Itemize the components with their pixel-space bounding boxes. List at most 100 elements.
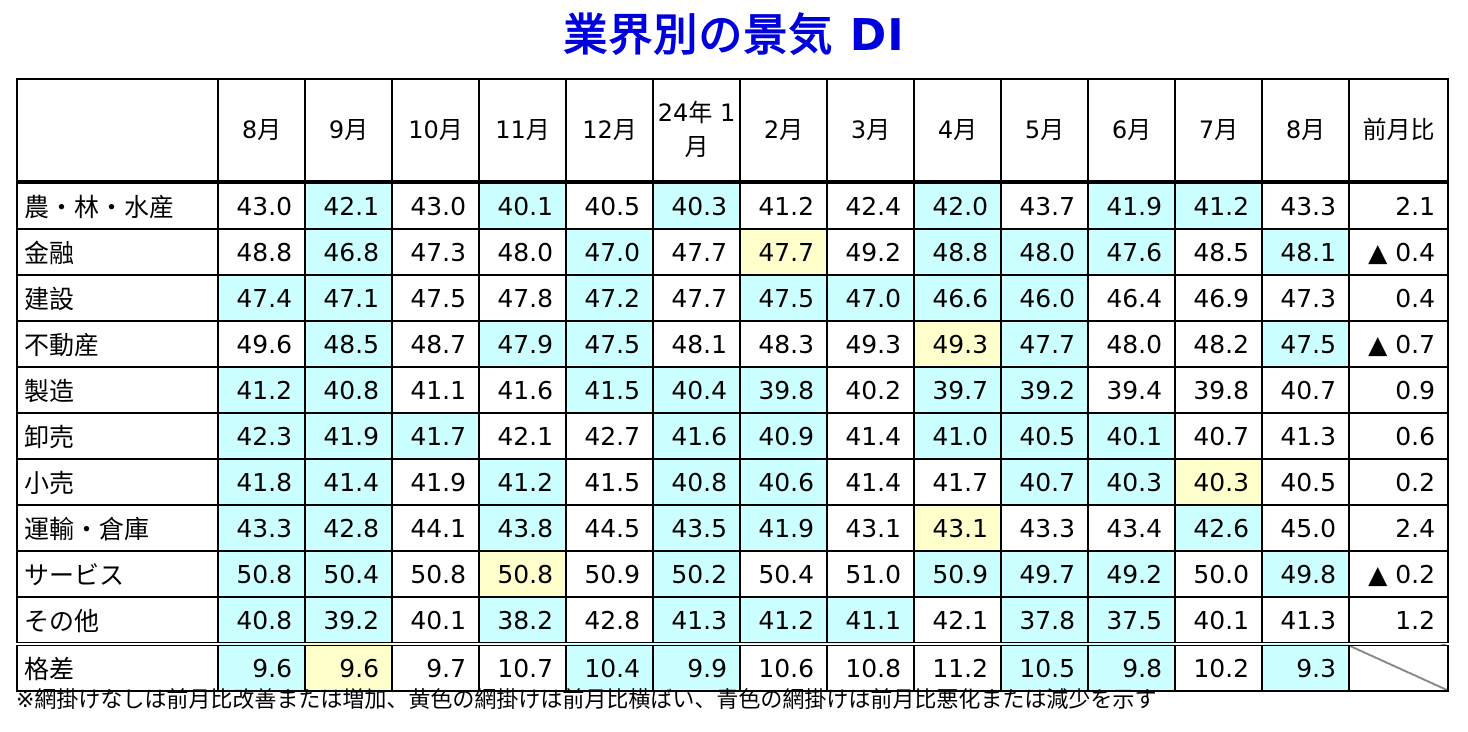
di-value-cell: 41.3 [1261, 596, 1350, 645]
gap-value-cell: 9.3 [1261, 642, 1350, 692]
column-header: 4月 [913, 78, 1002, 183]
row-label: 製造 [16, 366, 219, 414]
di-value-cell: 43.3 [1000, 504, 1089, 552]
di-value-cell: 42.0 [913, 180, 1002, 230]
header-row: 8月 9月 10月 11月 12月 24年 1月 2月 3月 4月 5月 6月 … [16, 78, 1449, 183]
row-label: 運輸・倉庫 [16, 504, 219, 552]
gap-value-cell: 9.7 [391, 642, 480, 692]
di-value-cell: 41.5 [565, 366, 654, 414]
gap-value-cell: 10.2 [1174, 642, 1263, 692]
di-value-cell: 49.8 [1261, 550, 1350, 598]
di-value-cell: 40.1 [391, 596, 480, 645]
change-cell: 2.1 [1348, 180, 1449, 230]
di-value-cell: 40.7 [1000, 458, 1089, 506]
di-value-cell: 41.7 [913, 458, 1002, 506]
row-label: その他 [16, 596, 219, 645]
di-value-cell: 41.7 [391, 412, 480, 460]
di-value-cell: 47.3 [391, 228, 480, 276]
table-row: 農・林・水産 43.0 42.1 43.0 40.1 40.5 40.3 41.2 42.4 42… [16, 180, 1449, 230]
di-value-cell: 41.5 [565, 458, 654, 506]
column-header: 11月 [478, 78, 567, 183]
di-value-cell: 40.1 [1087, 412, 1176, 460]
di-value-cell: 44.1 [391, 504, 480, 552]
di-value-cell: 51.0 [826, 550, 915, 598]
change-cell: 0.9 [1348, 366, 1449, 414]
di-value-cell: 48.2 [1174, 320, 1263, 368]
di-value-cell: 40.4 [652, 366, 741, 414]
row-label: 金融 [16, 228, 219, 276]
di-value-cell: 39.8 [739, 366, 828, 414]
di-value-cell: 41.9 [304, 412, 393, 460]
gap-value-cell: 10.5 [1000, 642, 1089, 692]
di-value-cell: 47.7 [652, 274, 741, 322]
gap-value-cell: 10.8 [826, 642, 915, 692]
di-value-cell: 47.0 [826, 274, 915, 322]
di-value-cell: 47.5 [565, 320, 654, 368]
table-row: 建設 47.4 47.1 47.5 47.8 47.2 47.7 47.5 47.0 46.6 46… [16, 274, 1449, 322]
row-label: サービス [16, 550, 219, 598]
di-value-cell: 49.2 [1087, 550, 1176, 598]
di-value-cell: 39.2 [304, 596, 393, 645]
di-value-cell: 41.3 [1261, 412, 1350, 460]
di-value-cell: 40.8 [304, 366, 393, 414]
row-label: 小売 [16, 458, 219, 506]
column-header: 2月 [739, 78, 828, 183]
di-value-cell: 48.8 [913, 228, 1002, 276]
di-value-cell: 41.6 [652, 412, 741, 460]
di-value-cell: 47.7 [739, 228, 828, 276]
di-value-cell: 49.7 [1000, 550, 1089, 598]
di-value-cell: 39.8 [1174, 366, 1263, 414]
di-value-cell: 43.1 [913, 504, 1002, 552]
change-cell: 2.4 [1348, 504, 1449, 552]
table-row: 不動産 49.6 48.5 48.7 47.9 47.5 48.1 48.3 49.3 49.3 4… [16, 320, 1449, 368]
di-value-cell: 41.1 [826, 596, 915, 645]
di-value-cell: 40.3 [1087, 458, 1176, 506]
empty-diagonal-cell [1348, 642, 1449, 692]
di-value-cell: 50.8 [391, 550, 480, 598]
di-value-cell: 47.4 [217, 274, 306, 322]
di-value-cell: 41.9 [1087, 180, 1176, 230]
di-value-cell: 42.7 [565, 412, 654, 460]
di-value-cell: 43.4 [1087, 504, 1176, 552]
di-value-cell: 46.9 [1174, 274, 1263, 322]
di-value-cell: 47.5 [739, 274, 828, 322]
di-value-cell: 42.3 [217, 412, 306, 460]
change-cell: 0.2 [1348, 458, 1449, 506]
di-value-cell: 50.9 [565, 550, 654, 598]
di-value-cell: 47.9 [478, 320, 567, 368]
di-value-cell: 48.0 [1000, 228, 1089, 276]
di-value-cell: 43.0 [391, 180, 480, 230]
column-header: 9月 [304, 78, 393, 183]
di-value-cell: 49.6 [217, 320, 306, 368]
column-header: 12月 [565, 78, 654, 183]
di-value-cell: 50.4 [739, 550, 828, 598]
gap-value-cell: 9.6 [304, 642, 393, 692]
di-value-cell: 40.1 [478, 180, 567, 230]
di-value-cell: 47.6 [1087, 228, 1176, 276]
di-value-cell: 48.1 [1261, 228, 1350, 276]
change-cell: 0.6 [1348, 412, 1449, 460]
table-row: 小売 41.8 41.4 41.9 41.2 41.5 40.8 40.6 41.4 41.7 40… [16, 458, 1449, 506]
di-value-cell: 41.9 [391, 458, 480, 506]
di-value-cell: 43.3 [217, 504, 306, 552]
di-value-cell: 45.0 [1261, 504, 1350, 552]
di-value-cell: 50.8 [478, 550, 567, 598]
di-value-cell: 42.4 [826, 180, 915, 230]
table-row: 製造 41.2 40.8 41.1 41.6 41.5 40.4 39.8 40.2 39.7 39… [16, 366, 1449, 414]
table-row: 金融 48.8 46.8 47.3 48.0 47.0 47.7 47.7 49.2 48.8 48… [16, 228, 1449, 276]
row-label: 建設 [16, 274, 219, 322]
di-value-cell: 40.5 [565, 180, 654, 230]
row-label: 農・林・水産 [16, 180, 219, 230]
column-header: 3月 [826, 78, 915, 183]
di-value-cell: 49.3 [913, 320, 1002, 368]
di-value-cell: 44.5 [565, 504, 654, 552]
change-cell: ▲ 0.2 [1348, 550, 1449, 598]
table-row: サービス 50.8 50.4 50.8 50.8 50.9 50.2 50.4 51.0 50.9… [16, 550, 1449, 598]
gap-value-cell: 10.4 [565, 642, 654, 692]
column-header: 6月 [1087, 78, 1176, 183]
change-cell: ▲ 0.7 [1348, 320, 1449, 368]
di-value-cell: 40.3 [1174, 458, 1263, 506]
gap-value-cell: 10.6 [739, 642, 828, 692]
di-value-cell: 40.1 [1174, 596, 1263, 645]
column-header: 8月 [1261, 78, 1350, 183]
